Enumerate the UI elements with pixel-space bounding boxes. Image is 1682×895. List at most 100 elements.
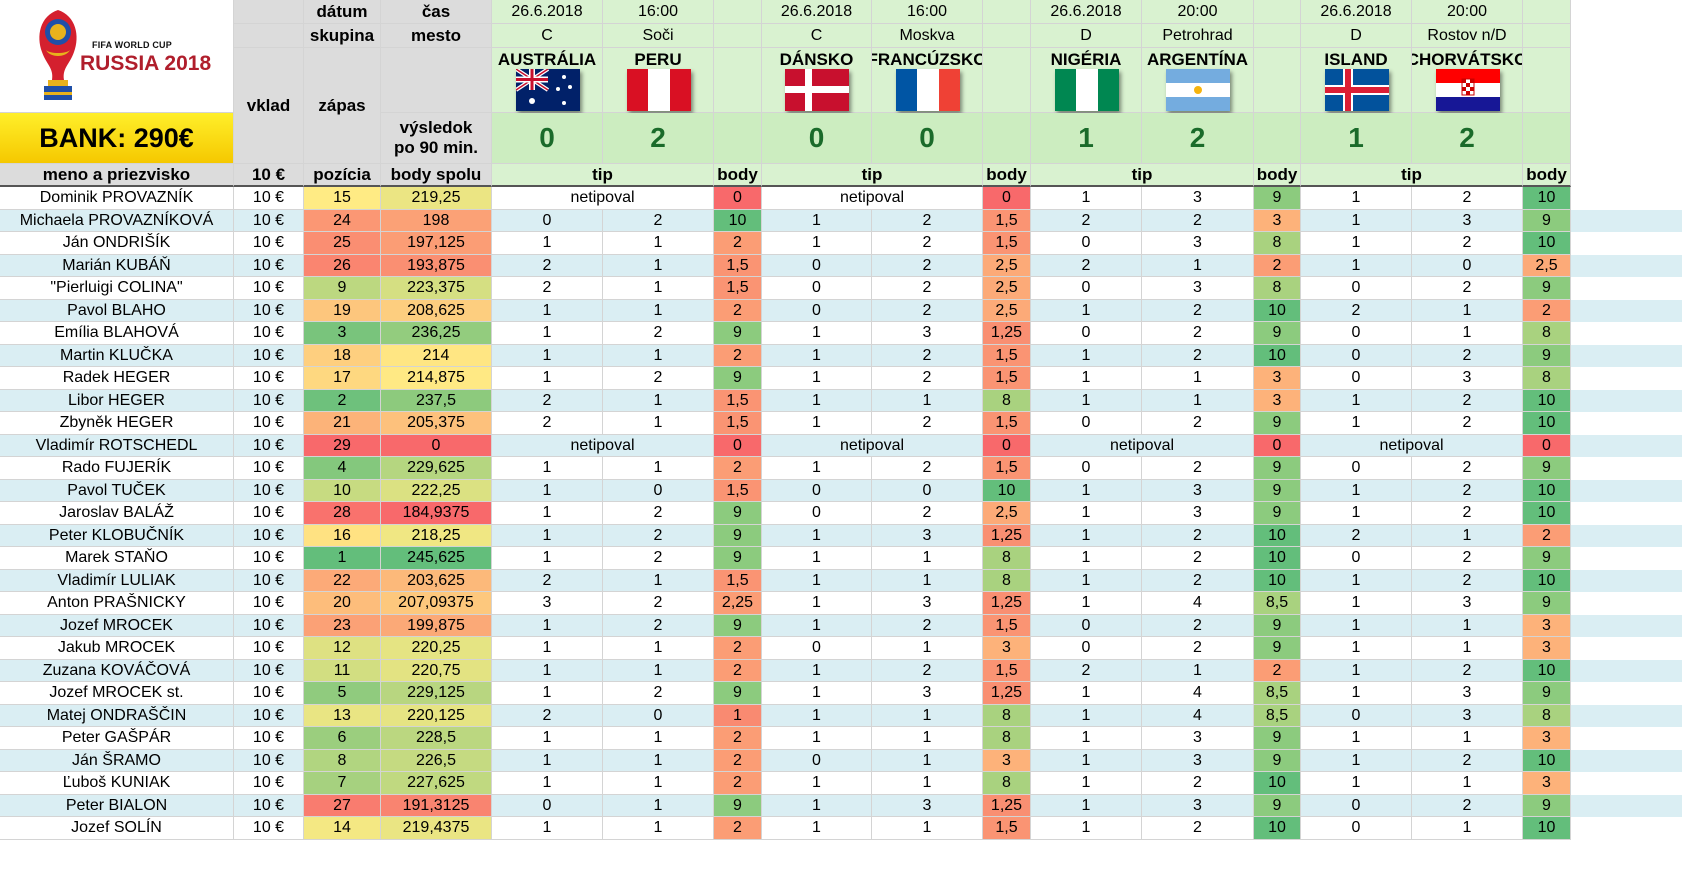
tip-away[interactable]: 1 — [603, 817, 714, 840]
tip-home[interactable]: 1 — [1301, 660, 1412, 682]
tip-home[interactable]: 1 — [1031, 592, 1142, 615]
tip-home[interactable]: 1 — [1031, 525, 1142, 547]
tip-home[interactable]: 1 — [1301, 772, 1412, 795]
tip-home[interactable]: 1 — [492, 457, 603, 480]
tip-home[interactable]: 1 — [1031, 705, 1142, 727]
tip-away[interactable]: 2 — [872, 412, 983, 435]
tip-away[interactable]: 3 — [1412, 682, 1523, 705]
tip-home[interactable]: 2 — [1031, 210, 1142, 232]
tip-home[interactable]: 1 — [762, 615, 872, 637]
tip-away[interactable]: 1 — [872, 817, 983, 840]
tip-away[interactable]: 3 — [1142, 750, 1254, 772]
tip-home[interactable]: 0 — [762, 750, 872, 772]
tip-home[interactable]: 1 — [1031, 817, 1142, 840]
tip-home[interactable]: 1 — [1301, 390, 1412, 412]
tip-home[interactable]: 1 — [762, 570, 872, 592]
tip-home[interactable]: 2 — [492, 255, 603, 277]
tip-away[interactable]: 3 — [872, 322, 983, 345]
tip-away[interactable]: 2 — [872, 345, 983, 367]
tip-away[interactable]: 2 — [603, 547, 714, 570]
tip-away[interactable]: 2 — [1412, 345, 1523, 367]
tip-away[interactable]: 1 — [603, 345, 714, 367]
tip-away[interactable]: 2 — [1412, 412, 1523, 435]
tip-home[interactable]: 0 — [762, 277, 872, 300]
tip-home[interactable]: 1 — [1031, 727, 1142, 750]
tip-home[interactable]: 1 — [492, 750, 603, 772]
tip-away[interactable]: 2 — [1142, 615, 1254, 637]
tip-away[interactable]: 3 — [1412, 210, 1523, 232]
tip-home[interactable]: 1 — [762, 772, 872, 795]
tip-away[interactable]: 2 — [1142, 525, 1254, 547]
tip-away[interactable]: 1 — [603, 570, 714, 592]
tip-away[interactable]: 1 — [1412, 727, 1523, 750]
tip-away[interactable]: 2 — [1142, 300, 1254, 322]
tip-away[interactable]: 3 — [1142, 187, 1254, 210]
tip-home[interactable]: 1 — [1031, 570, 1142, 592]
tip-away[interactable]: 2 — [1142, 547, 1254, 570]
tip-away[interactable]: 2 — [872, 232, 983, 255]
tip-away[interactable]: 2 — [872, 277, 983, 300]
tip-home[interactable]: 1 — [1031, 300, 1142, 322]
tip-away[interactable]: 2 — [872, 300, 983, 322]
tip-home[interactable]: 1 — [492, 682, 603, 705]
tip-away[interactable]: 3 — [872, 682, 983, 705]
tip-away[interactable]: 1 — [1412, 817, 1523, 840]
tip-away[interactable]: 2 — [1412, 750, 1523, 772]
tip-away[interactable]: 1 — [1142, 390, 1254, 412]
tip-away[interactable]: 3 — [1142, 480, 1254, 502]
tip-home[interactable]: 0 — [1301, 457, 1412, 480]
tip-home[interactable]: 1 — [1301, 502, 1412, 525]
tip-away[interactable]: 1 — [1142, 255, 1254, 277]
tip-home[interactable]: 1 — [1031, 772, 1142, 795]
tip-home[interactable]: 1 — [1301, 232, 1412, 255]
tip-home[interactable]: 1 — [1301, 480, 1412, 502]
tip-away[interactable]: 3 — [1142, 232, 1254, 255]
tip-away[interactable]: 1 — [603, 637, 714, 660]
tip-away[interactable]: 2 — [603, 210, 714, 232]
tip-home[interactable]: 1 — [762, 322, 872, 345]
tip-away[interactable]: 1 — [603, 457, 714, 480]
tip-away[interactable]: 2 — [1412, 390, 1523, 412]
tip-away[interactable]: 1 — [1412, 615, 1523, 637]
tip-home[interactable]: 0 — [1031, 277, 1142, 300]
tip-away[interactable]: 1 — [603, 255, 714, 277]
tip-away[interactable]: 1 — [872, 570, 983, 592]
tip-home[interactable]: 1 — [1301, 750, 1412, 772]
tip-home[interactable]: 1 — [492, 232, 603, 255]
tip-home[interactable]: 0 — [1301, 367, 1412, 390]
tip-home[interactable]: 1 — [1301, 727, 1412, 750]
tip-home[interactable]: 1 — [762, 232, 872, 255]
tip-home[interactable]: 1 — [762, 390, 872, 412]
tip-away[interactable]: 2 — [603, 322, 714, 345]
tip-home[interactable]: 0 — [762, 637, 872, 660]
tip-home[interactable]: 1 — [492, 547, 603, 570]
tip-away[interactable]: 3 — [1142, 795, 1254, 817]
tip-away[interactable]: 1 — [872, 727, 983, 750]
tip-away[interactable]: 4 — [1142, 592, 1254, 615]
tip-away[interactable]: 2 — [872, 502, 983, 525]
tip-away[interactable]: 1 — [603, 750, 714, 772]
tip-home[interactable]: 2 — [1301, 300, 1412, 322]
tip-away[interactable]: 3 — [872, 592, 983, 615]
tip-home[interactable]: 1 — [762, 525, 872, 547]
tip-away[interactable]: 2 — [1412, 457, 1523, 480]
tip-away[interactable]: 2 — [1412, 547, 1523, 570]
tip-home[interactable]: 1 — [1301, 187, 1412, 210]
tip-away[interactable]: 0 — [872, 480, 983, 502]
tip-home[interactable]: 1 — [1031, 187, 1142, 210]
tip-home[interactable]: 0 — [762, 480, 872, 502]
tip-away[interactable]: 2 — [1412, 660, 1523, 682]
tip-away[interactable]: 2 — [1142, 637, 1254, 660]
tip-home[interactable]: 1 — [1031, 547, 1142, 570]
tip-away[interactable]: 2 — [872, 210, 983, 232]
tip-away[interactable]: 3 — [872, 795, 983, 817]
tip-home[interactable]: 0 — [1031, 322, 1142, 345]
tip-away[interactable]: 3 — [872, 525, 983, 547]
tip-home[interactable]: 1 — [762, 705, 872, 727]
tip-away[interactable]: 2 — [1142, 457, 1254, 480]
tip-home[interactable]: 2 — [1031, 255, 1142, 277]
tip-home[interactable]: 2 — [492, 390, 603, 412]
tip-away[interactable]: 1 — [872, 750, 983, 772]
tip-home[interactable]: 1 — [1301, 615, 1412, 637]
tip-home[interactable]: 1 — [1301, 570, 1412, 592]
